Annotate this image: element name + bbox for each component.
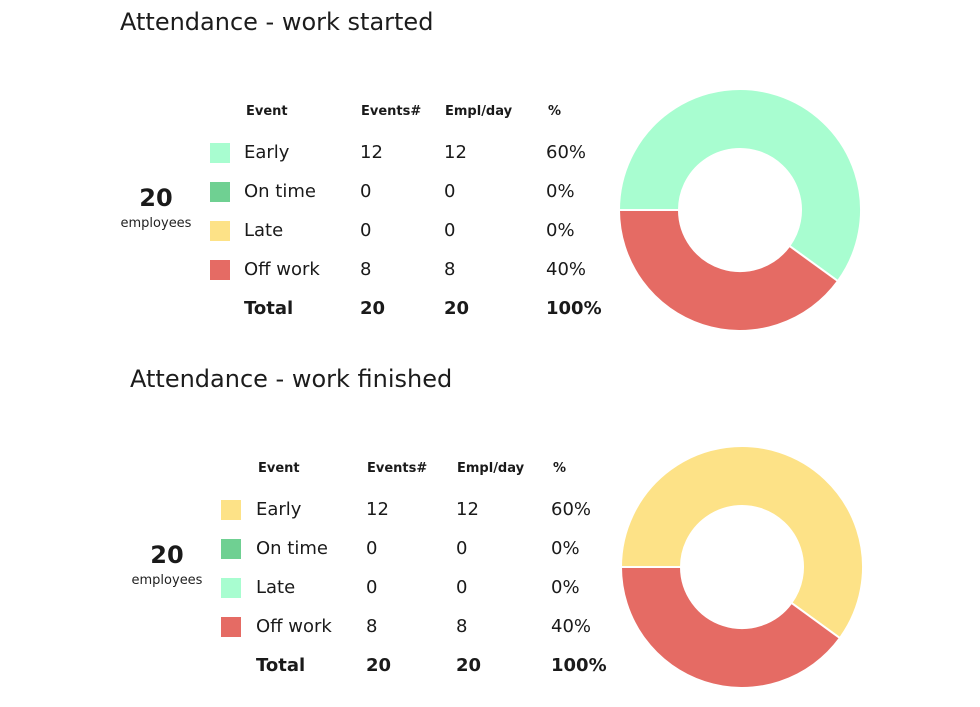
total-empl: 20 bbox=[444, 298, 470, 319]
header-empl-day: Empl/day bbox=[457, 461, 525, 476]
legend-swatch-late bbox=[210, 221, 230, 241]
legend-swatch-on-time bbox=[221, 539, 241, 559]
legend-swatch-off-work bbox=[221, 617, 241, 637]
total-events: 20 bbox=[360, 298, 386, 319]
row-off-work-label: Off work bbox=[256, 616, 332, 637]
legend-swatch-on-time bbox=[210, 182, 230, 202]
legend-swatch-late bbox=[221, 578, 241, 598]
row-early-empl: 12 bbox=[456, 499, 479, 520]
section-title: Attendance - work started bbox=[120, 8, 434, 36]
row-on-time-events: 0 bbox=[366, 538, 378, 559]
header-event: Event bbox=[246, 104, 288, 119]
total-events: 20 bbox=[366, 655, 392, 676]
header-empl-day: Empl/day bbox=[445, 104, 513, 119]
row-off-work-events: 8 bbox=[360, 259, 372, 280]
row-on-time-empl: 0 bbox=[456, 538, 468, 559]
employee-count-number: 20 bbox=[150, 541, 184, 569]
row-early-events: 12 bbox=[360, 142, 383, 163]
row-off-work-events: 8 bbox=[366, 616, 378, 637]
row-on-time-label: On time bbox=[244, 181, 316, 202]
row-on-time-label: On time bbox=[256, 538, 328, 559]
total-label: Total bbox=[244, 298, 294, 319]
section-work-started: Attendance - work started 20 employees E… bbox=[0, 0, 980, 350]
row-early-pct: 60% bbox=[551, 499, 592, 520]
row-off-work-pct: 40% bbox=[551, 616, 592, 637]
section-work-finished: Attendance - work finished 20 employees … bbox=[0, 357, 980, 707]
row-on-time-pct: 0% bbox=[551, 538, 580, 559]
row-early-empl: 12 bbox=[444, 142, 467, 163]
employee-count: 20 employees bbox=[112, 541, 222, 589]
row-off-work-empl: 8 bbox=[456, 616, 468, 637]
total-empl: 20 bbox=[456, 655, 482, 676]
row-late-pct: 0% bbox=[546, 220, 575, 241]
row-on-time-pct: 0% bbox=[546, 181, 575, 202]
header-percent: % bbox=[548, 104, 562, 119]
row-late-empl: 0 bbox=[456, 577, 468, 598]
legend-swatch-off-work bbox=[210, 260, 230, 280]
donut-slice-early bbox=[617, 88, 862, 283]
row-on-time-events: 0 bbox=[360, 181, 372, 202]
row-off-work-pct: 40% bbox=[546, 259, 587, 280]
donut-slice-off-work bbox=[619, 566, 842, 689]
total-label: Total bbox=[256, 655, 306, 676]
employee-count-number: 20 bbox=[139, 184, 173, 212]
row-off-work-label: Off work bbox=[244, 259, 320, 280]
header-event: Event bbox=[258, 461, 300, 476]
total-pct: 100% bbox=[546, 298, 602, 319]
donut-slice-off-work bbox=[617, 209, 840, 332]
row-on-time-empl: 0 bbox=[444, 181, 456, 202]
row-early-pct: 60% bbox=[546, 142, 587, 163]
legend-swatch-early bbox=[221, 500, 241, 520]
row-late-empl: 0 bbox=[444, 220, 456, 241]
total-pct: 100% bbox=[551, 655, 607, 676]
row-late-label: Late bbox=[244, 220, 284, 241]
row-early-events: 12 bbox=[366, 499, 389, 520]
row-off-work-empl: 8 bbox=[444, 259, 456, 280]
donut-slice-early bbox=[619, 445, 864, 640]
row-early-label: Early bbox=[244, 142, 290, 163]
donut-chart bbox=[619, 445, 864, 689]
row-late-events: 0 bbox=[360, 220, 372, 241]
row-late-events: 0 bbox=[366, 577, 378, 598]
row-late-label: Late bbox=[256, 577, 296, 598]
header-percent: % bbox=[553, 461, 567, 476]
employee-count-label: employees bbox=[120, 216, 192, 231]
section-title: Attendance - work finished bbox=[130, 365, 453, 393]
header-events: Events# bbox=[367, 461, 428, 476]
donut-chart bbox=[617, 88, 862, 332]
employee-count-label: employees bbox=[131, 573, 203, 588]
row-late-pct: 0% bbox=[551, 577, 580, 598]
header-events: Events# bbox=[361, 104, 422, 119]
employee-count: 20 employees bbox=[101, 184, 211, 232]
legend-swatch-early bbox=[210, 143, 230, 163]
row-early-label: Early bbox=[256, 499, 302, 520]
